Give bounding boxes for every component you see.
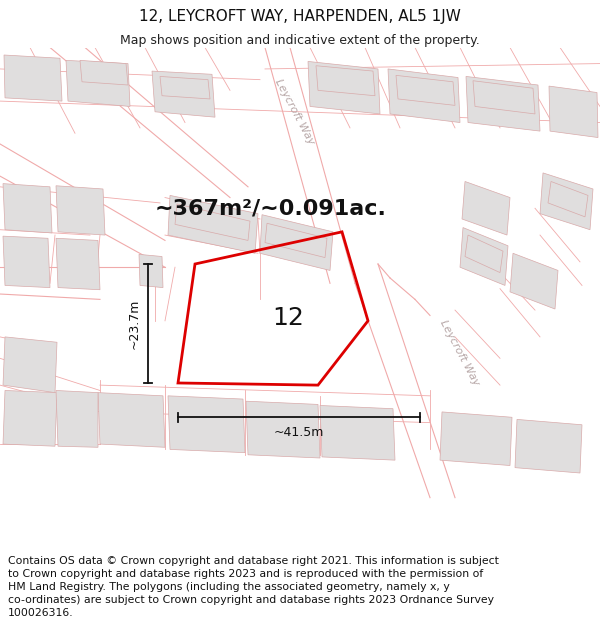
Text: ~23.7m: ~23.7m (128, 298, 141, 349)
Polygon shape (396, 76, 455, 106)
Text: 100026316.: 100026316. (8, 608, 73, 618)
Polygon shape (139, 254, 163, 288)
Text: co-ordinates) are subject to Crown copyright and database rights 2023 Ordnance S: co-ordinates) are subject to Crown copyr… (8, 595, 494, 605)
Polygon shape (168, 396, 245, 452)
Text: ~41.5m: ~41.5m (274, 426, 324, 439)
Polygon shape (265, 223, 327, 258)
Polygon shape (462, 181, 510, 235)
Text: 12: 12 (272, 306, 304, 329)
Polygon shape (98, 392, 165, 448)
Polygon shape (3, 337, 57, 392)
Polygon shape (308, 61, 380, 114)
Polygon shape (56, 186, 105, 235)
Polygon shape (388, 69, 460, 122)
Polygon shape (3, 184, 52, 233)
Polygon shape (175, 204, 250, 241)
Polygon shape (168, 196, 258, 253)
Polygon shape (3, 391, 57, 446)
Polygon shape (66, 61, 130, 106)
Text: HM Land Registry. The polygons (including the associated geometry, namely x, y: HM Land Registry. The polygons (includin… (8, 582, 449, 592)
Polygon shape (540, 173, 593, 230)
Polygon shape (80, 61, 128, 85)
Polygon shape (465, 235, 503, 272)
Polygon shape (466, 76, 540, 131)
Polygon shape (3, 236, 50, 288)
Polygon shape (549, 86, 598, 138)
Text: Map shows position and indicative extent of the property.: Map shows position and indicative extent… (120, 34, 480, 48)
Polygon shape (160, 76, 210, 99)
Polygon shape (4, 55, 62, 101)
Text: ~367m²/~0.091ac.: ~367m²/~0.091ac. (155, 198, 387, 218)
Polygon shape (515, 419, 582, 473)
Polygon shape (440, 412, 512, 466)
Text: Contains OS data © Crown copyright and database right 2021. This information is : Contains OS data © Crown copyright and d… (8, 556, 499, 566)
Polygon shape (316, 66, 375, 96)
Polygon shape (320, 406, 395, 460)
Polygon shape (152, 71, 215, 117)
Polygon shape (56, 238, 100, 290)
Polygon shape (260, 215, 333, 271)
Polygon shape (460, 228, 508, 286)
Polygon shape (473, 81, 535, 114)
Text: Leycroft Way: Leycroft Way (274, 78, 317, 146)
Polygon shape (56, 391, 98, 448)
Text: Leycroft Way: Leycroft Way (439, 319, 482, 388)
Text: to Crown copyright and database rights 2023 and is reproduced with the permissio: to Crown copyright and database rights 2… (8, 569, 483, 579)
Polygon shape (510, 253, 558, 309)
Text: 12, LEYCROFT WAY, HARPENDEN, AL5 1JW: 12, LEYCROFT WAY, HARPENDEN, AL5 1JW (139, 9, 461, 24)
Polygon shape (548, 181, 588, 217)
Polygon shape (246, 401, 320, 458)
